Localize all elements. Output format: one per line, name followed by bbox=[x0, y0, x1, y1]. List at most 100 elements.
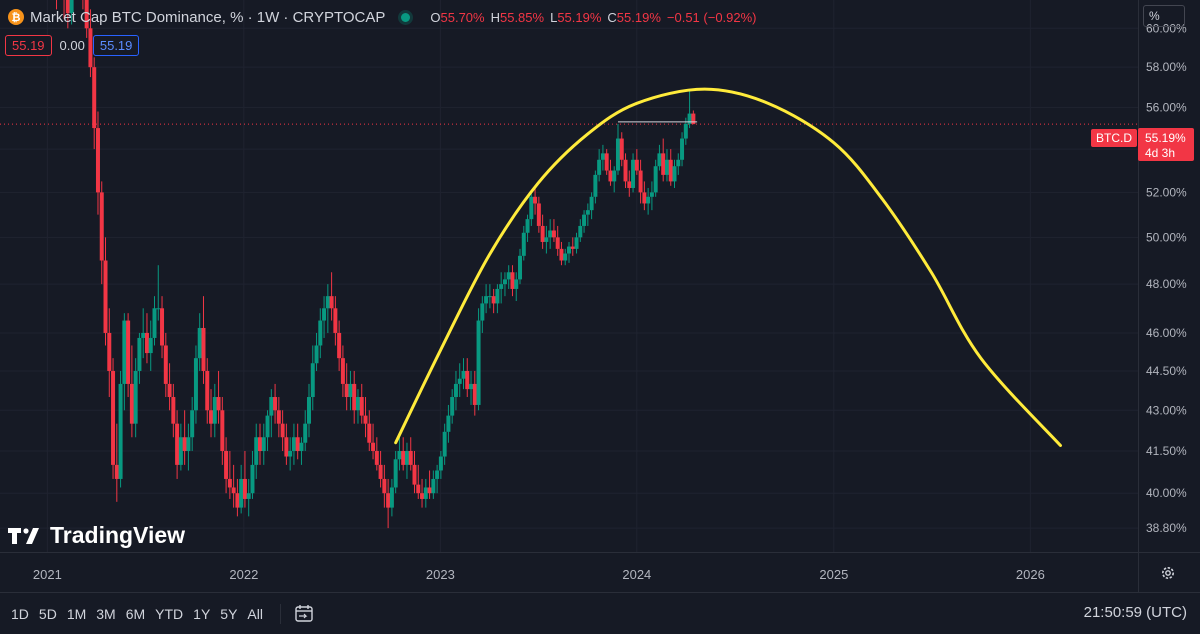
candle-body bbox=[408, 450, 413, 465]
candle-body bbox=[190, 410, 195, 438]
candle-body bbox=[589, 196, 594, 211]
candle-body bbox=[239, 478, 244, 508]
candle-body bbox=[525, 219, 530, 233]
candle-body bbox=[638, 170, 643, 193]
candle-body bbox=[265, 415, 270, 438]
range-all[interactable]: All bbox=[247, 605, 263, 622]
range-5d[interactable]: 5D bbox=[38, 605, 57, 622]
range-5y[interactable]: 5Y bbox=[220, 605, 238, 622]
buy-price-chip[interactable]: 55.19 bbox=[92, 35, 140, 56]
candle-body bbox=[148, 337, 153, 354]
scale-mode-button[interactable]: % bbox=[1143, 5, 1185, 27]
candle-body bbox=[510, 272, 515, 289]
candle-body bbox=[269, 397, 274, 416]
candle-body bbox=[427, 487, 432, 494]
chart-header: ₿ Market Cap BTC Dominance, % · 1W · CRY… bbox=[8, 7, 757, 27]
candle-body bbox=[344, 383, 349, 398]
y-tick-label: 46.00% bbox=[1146, 326, 1187, 340]
close-label: C bbox=[607, 9, 617, 25]
candle-body bbox=[600, 153, 605, 160]
candle-body bbox=[193, 358, 198, 411]
candle-body bbox=[453, 383, 458, 398]
candle-body bbox=[133, 370, 138, 424]
candle-body bbox=[310, 363, 315, 398]
candle-body bbox=[567, 246, 571, 254]
candle-body bbox=[642, 192, 647, 204]
range-1m[interactable]: 1M bbox=[66, 605, 87, 622]
candle-body bbox=[261, 437, 266, 451]
symbol-title[interactable]: Market Cap BTC Dominance, % · 1W · CRYPT… bbox=[30, 8, 386, 26]
candle-body bbox=[506, 272, 511, 280]
candle-body bbox=[197, 327, 202, 359]
candle-body bbox=[412, 464, 417, 485]
low-label: L bbox=[550, 9, 558, 25]
candle-body bbox=[612, 170, 617, 182]
candle-body bbox=[491, 296, 496, 304]
candle-body bbox=[352, 383, 357, 411]
candle-body bbox=[518, 255, 523, 280]
candle-body bbox=[246, 493, 251, 499]
y-tick-label: 52.00% bbox=[1146, 185, 1187, 199]
candle-body bbox=[118, 383, 123, 479]
candle-body bbox=[65, 0, 70, 14]
candle-body bbox=[69, 0, 74, 14]
y-tick-label: 58.00% bbox=[1146, 60, 1187, 74]
candle-body bbox=[570, 246, 575, 249]
candle-body bbox=[227, 478, 232, 488]
utc-clock[interactable]: 21:50:59 (UTC) bbox=[1083, 604, 1187, 621]
candle-body bbox=[529, 196, 534, 220]
open-label: O bbox=[430, 9, 441, 25]
candle-body bbox=[276, 410, 281, 424]
sell-price-chip[interactable]: 55.19 bbox=[5, 35, 52, 56]
range-3m[interactable]: 3M bbox=[96, 605, 116, 622]
candle-body bbox=[472, 383, 477, 405]
candle-body bbox=[435, 470, 440, 479]
candle-body bbox=[593, 174, 598, 197]
candle-body bbox=[416, 484, 421, 494]
price-chart[interactable]: 38.80% 40.00% 41.50% 43.00% 44.50% 46.00% 48.0… bbox=[0, 0, 1200, 592]
range-ytd[interactable]: YTD bbox=[155, 605, 184, 622]
candle-body bbox=[220, 410, 225, 451]
candle-body bbox=[355, 397, 360, 411]
tradingview-logo-icon bbox=[8, 527, 39, 544]
candle-body bbox=[141, 332, 146, 338]
candle-body bbox=[664, 159, 669, 175]
candle-body bbox=[84, 0, 89, 29]
candle-body bbox=[533, 196, 538, 204]
candle-body bbox=[691, 113, 696, 125]
candle-body bbox=[242, 478, 247, 499]
candle-body bbox=[627, 181, 632, 188]
y-tick-label: 43.00% bbox=[1146, 403, 1187, 417]
tradingview-watermark: TradingView bbox=[8, 522, 185, 549]
candle-body bbox=[374, 450, 379, 465]
chart-settings-icon[interactable] bbox=[1160, 565, 1176, 581]
candle-body bbox=[171, 397, 176, 424]
y-tick-label: 50.00% bbox=[1146, 230, 1187, 244]
candle-body bbox=[649, 192, 654, 197]
candle-body bbox=[152, 308, 157, 338]
candle-body bbox=[404, 450, 409, 465]
candle-body bbox=[608, 170, 613, 182]
candle-body bbox=[450, 397, 455, 416]
x-tick-label: 2021 bbox=[33, 567, 62, 582]
candle-body bbox=[359, 397, 364, 416]
bitcoin-icon: ₿ bbox=[8, 9, 24, 25]
y-tick-label: 40.00% bbox=[1146, 486, 1187, 500]
go-to-date-icon[interactable] bbox=[293, 604, 315, 624]
candle-body bbox=[574, 237, 579, 249]
candle-body bbox=[348, 383, 353, 398]
candle-body bbox=[420, 493, 425, 499]
range-6m[interactable]: 6M bbox=[125, 605, 146, 622]
range-1d[interactable]: 1D bbox=[11, 605, 29, 622]
candle-body bbox=[563, 253, 568, 261]
range-1y[interactable]: 1Y bbox=[193, 605, 211, 622]
candle-body bbox=[254, 437, 259, 465]
candle-body bbox=[631, 159, 636, 188]
candle-body bbox=[585, 210, 590, 215]
candle-body bbox=[186, 437, 191, 451]
y-tick-label: 60.00% bbox=[1146, 21, 1187, 35]
candle-body bbox=[314, 345, 319, 364]
spread-value: 0.00 bbox=[59, 38, 85, 53]
candle-body bbox=[461, 370, 466, 379]
candle-body bbox=[329, 296, 334, 309]
